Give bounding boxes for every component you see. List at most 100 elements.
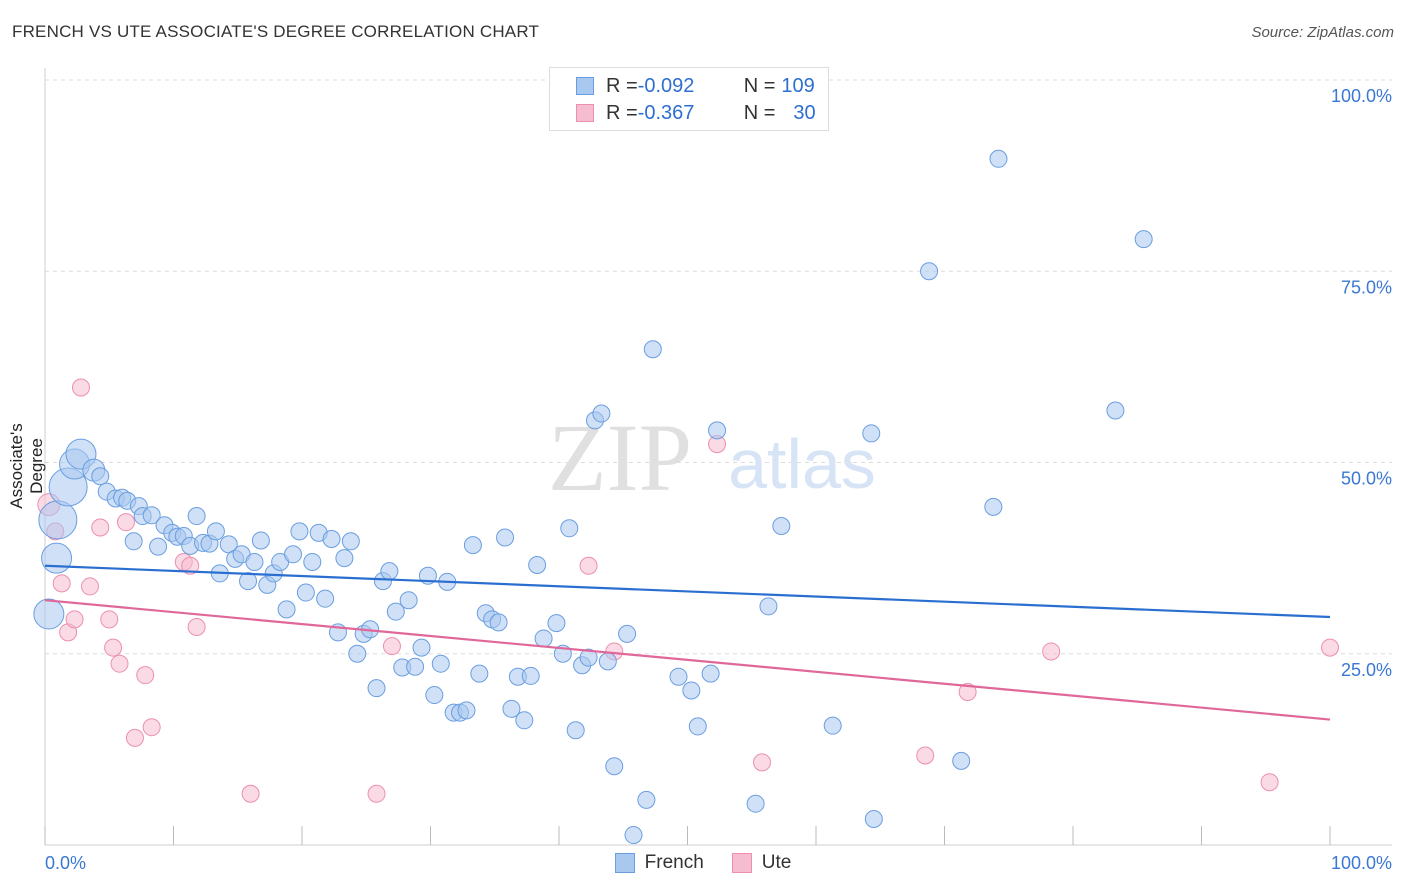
french-point <box>772 516 791 535</box>
ute-point <box>181 556 200 575</box>
legend-item-ute[interactable]: Ute <box>731 852 792 874</box>
legend-swatch-french <box>576 77 594 95</box>
french-point <box>746 794 765 813</box>
ute-point <box>104 638 123 657</box>
french-point <box>566 721 585 740</box>
french-point <box>502 699 521 718</box>
french-point <box>335 549 354 568</box>
french-point <box>521 666 540 685</box>
french-point <box>457 701 476 720</box>
ute-point <box>110 654 129 673</box>
french-point <box>431 654 450 673</box>
french-point <box>284 545 303 564</box>
ute-point <box>241 784 260 803</box>
french-point <box>862 424 881 443</box>
french-point <box>425 686 444 705</box>
french-point <box>41 542 73 574</box>
y-tick-label: 25.0% <box>1341 660 1392 680</box>
ute-point <box>142 718 161 737</box>
ute-point <box>1042 642 1061 661</box>
french-point <box>592 404 611 423</box>
french-point <box>989 149 1008 168</box>
french-point <box>142 506 161 525</box>
ute-point <box>65 610 84 629</box>
french-point <box>290 522 309 541</box>
y-axis-label: Associate's Degree <box>7 423 46 509</box>
legend-item-french[interactable]: French <box>614 852 704 874</box>
french-point <box>245 552 264 571</box>
gridlines <box>45 79 1392 655</box>
french-point <box>124 532 143 551</box>
ute-point <box>52 574 71 593</box>
x-tick-label-min: 0.0% <box>45 853 86 873</box>
french-point <box>952 751 971 770</box>
french-point <box>605 757 624 776</box>
french-trend-line <box>44 564 1331 619</box>
french-point <box>206 522 225 541</box>
french-point <box>380 562 399 581</box>
french-point <box>316 589 335 608</box>
french-point <box>399 591 418 610</box>
french-point <box>643 340 662 359</box>
french-point <box>33 598 65 630</box>
ute-point <box>136 666 155 685</box>
x-tick-label-max: 100.0% <box>1331 853 1392 873</box>
legend-label-ute: Ute <box>761 852 792 873</box>
axes <box>44 68 1392 846</box>
series-legend: French Ute <box>0 852 1406 874</box>
legend-swatch-french <box>614 853 635 873</box>
legend-swatch-ute <box>731 853 752 873</box>
french-point <box>669 667 688 686</box>
french-point <box>277 600 296 619</box>
watermark: ZIP atlas <box>548 404 876 511</box>
trend-lines <box>44 564 1331 721</box>
legend-label-french: French <box>644 852 704 873</box>
ute-point <box>187 617 206 636</box>
french-point <box>688 717 707 736</box>
french-point <box>463 536 482 555</box>
french-point <box>367 679 386 698</box>
french-point <box>348 644 367 663</box>
ute-point <box>71 378 90 397</box>
french-point <box>598 652 617 671</box>
french-point <box>515 711 534 730</box>
french-point <box>251 531 270 550</box>
french-point <box>489 613 508 632</box>
french-point <box>296 583 315 602</box>
french-point <box>823 716 842 735</box>
ute-point <box>753 753 772 772</box>
french-point <box>386 602 405 621</box>
ute-point <box>579 556 598 575</box>
french-point <box>496 528 515 547</box>
ute-trend-line <box>44 599 1331 721</box>
french-point <box>579 648 598 667</box>
french-point <box>187 507 206 526</box>
french-point <box>239 572 258 591</box>
y-tick-label: 100.0% <box>1331 86 1392 106</box>
french-point <box>528 556 547 575</box>
french-point <box>341 532 360 551</box>
french-point <box>1134 230 1153 249</box>
french-point <box>470 664 489 683</box>
french-point <box>618 624 637 643</box>
french-point <box>547 614 566 633</box>
french-point <box>412 638 431 657</box>
y-tick-label: 75.0% <box>1341 277 1392 297</box>
source-label: Source: ZipAtlas.com <box>1251 24 1394 41</box>
ute-points <box>37 378 1339 803</box>
french-point <box>920 262 939 281</box>
french-point <box>534 629 553 648</box>
legend-n-label: N = <box>743 101 776 124</box>
chart-title: FRENCH VS UTE ASSOCIATE'S DEGREE CORRELA… <box>12 22 540 41</box>
legend-n-value: 109 <box>781 74 815 97</box>
french-point <box>637 790 656 809</box>
french-point <box>322 530 341 548</box>
french-point <box>1106 401 1125 420</box>
french-point <box>303 552 322 571</box>
legend-n-value: 30 <box>793 101 816 124</box>
french-point <box>759 597 778 616</box>
french-point <box>984 497 1003 516</box>
legend-swatch-ute <box>576 104 594 122</box>
legend-n-label: N = <box>743 74 776 97</box>
legend-row-ute: R = -0.367 N = 30 <box>576 101 816 125</box>
